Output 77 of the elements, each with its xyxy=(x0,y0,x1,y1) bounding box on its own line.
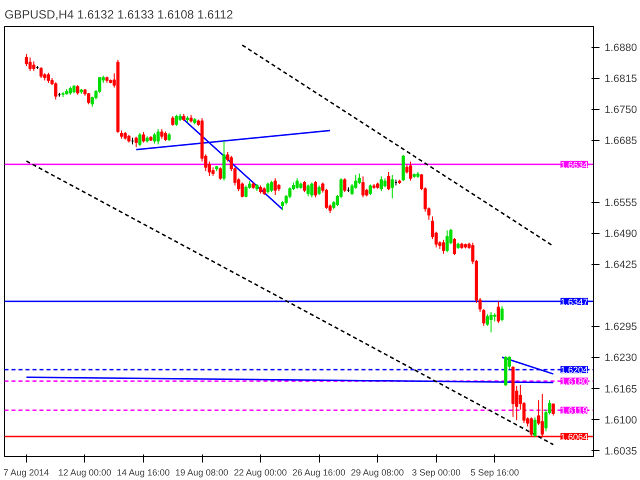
candlestick xyxy=(24,54,28,67)
candlestick xyxy=(32,60,36,72)
x-tick-label: 3 Sep 00:00 xyxy=(412,468,460,478)
candlestick xyxy=(489,311,493,333)
candlestick xyxy=(302,180,306,193)
chart-title: GBPUSD,H4 1.6132 1.6133 1.6108 1.6112 xyxy=(4,8,234,22)
candlestick xyxy=(164,130,168,142)
y-tick-label: 1.6555 xyxy=(604,197,638,210)
candlestick xyxy=(288,186,292,199)
x-tick-label: 12 Aug 00:00 xyxy=(58,468,112,478)
candlestick xyxy=(314,180,318,198)
candlestick xyxy=(442,239,446,254)
candlestick xyxy=(244,184,248,198)
candlestick xyxy=(76,84,80,96)
y-tick-label: 1.6425 xyxy=(604,259,638,272)
candlestick xyxy=(368,184,372,196)
candlestick xyxy=(452,237,456,256)
candlestick xyxy=(218,166,222,180)
candlestick xyxy=(152,132,156,144)
candlestick xyxy=(266,182,270,194)
y-tick-label: 1.6685 xyxy=(604,135,638,148)
candlestick xyxy=(361,176,365,198)
candlestick xyxy=(160,128,164,140)
candlestick xyxy=(39,66,43,79)
y-tick-label: 1.6815 xyxy=(604,73,638,86)
candlestick xyxy=(296,178,299,190)
candlestick xyxy=(358,172,361,184)
candlestick xyxy=(174,114,178,126)
x-tick-label: 5 Sep 16:00 xyxy=(470,468,519,478)
candlestick xyxy=(380,176,383,192)
candlestick xyxy=(222,140,226,182)
y-tick-label: 1.6165 xyxy=(604,383,638,396)
candlestick xyxy=(46,72,50,84)
y-tick-label: 1.6100 xyxy=(604,414,638,426)
y-tick-label: 1.6035 xyxy=(604,445,638,458)
candlestick xyxy=(500,306,504,322)
candlestick xyxy=(142,131,146,143)
candlestick xyxy=(171,116,174,126)
candlestick xyxy=(496,300,500,324)
candlestick xyxy=(408,161,412,182)
candlestick xyxy=(240,182,244,198)
candlestick xyxy=(138,132,142,147)
candlestick xyxy=(87,92,90,105)
ref-line-label: 1.6064 xyxy=(560,432,588,442)
candlestick xyxy=(318,184,321,196)
y-tick-label: 1.6490 xyxy=(604,228,638,240)
candlestick xyxy=(54,82,58,100)
y-tick-label: 1.6295 xyxy=(604,321,638,334)
candlestick xyxy=(310,182,314,198)
x-tick-label: 7 Aug 2014 xyxy=(3,468,49,478)
x-tick-label: 19 Aug 08:00 xyxy=(175,468,228,478)
x-tick-label: 29 Aug 08:00 xyxy=(350,468,404,478)
candlestick xyxy=(387,172,390,191)
candlestick xyxy=(552,403,555,416)
ref-line-label: 1.6204 xyxy=(560,365,588,376)
y-tick-label: 1.6750 xyxy=(604,104,638,116)
candlestick xyxy=(270,180,274,193)
y-tick-label: 1.6230 xyxy=(604,352,638,364)
ref-line-label: 1.6634 xyxy=(560,160,588,170)
candlestick xyxy=(402,154,405,182)
candlestick xyxy=(383,178,387,188)
candlestick xyxy=(134,136,138,148)
x-tick-label: 22 Aug 00:00 xyxy=(234,468,287,478)
ref-line-label: 1.6347 xyxy=(560,296,588,307)
candlestick xyxy=(28,57,32,72)
candlestick xyxy=(446,230,449,253)
x-tick-label: 14 Aug 16:00 xyxy=(116,468,170,478)
candlestick xyxy=(533,416,537,438)
candlestick xyxy=(306,184,310,197)
ref-line-label: 1.6119 xyxy=(560,406,588,416)
candlestick xyxy=(390,174,394,199)
candlestick xyxy=(274,178,277,196)
candlestick xyxy=(156,128,160,145)
candlestick xyxy=(343,178,346,193)
y-tick-label: 1.6880 xyxy=(604,42,638,54)
x-tick-label: 26 Aug 16:00 xyxy=(292,468,346,478)
ref-line-label: 1.6180 xyxy=(560,376,588,387)
